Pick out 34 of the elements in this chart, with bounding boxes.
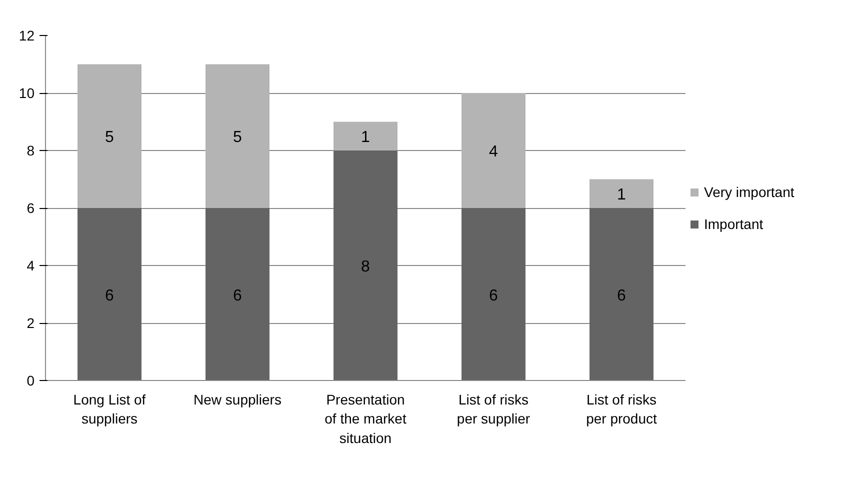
y-tick-label: 10 [18,85,35,101]
data-label: 5 [233,129,242,146]
y-tick-label: 4 [26,258,35,274]
bar [590,208,654,380]
y-tick-label: 2 [26,315,35,331]
data-label: 4 [489,144,498,160]
y-tick-label: 6 [26,200,35,216]
data-label: 6 [617,287,626,304]
bar [462,93,526,208]
legend-label: Very important [704,184,794,200]
data-label: 6 [489,287,498,304]
y-tick-label: 8 [26,142,35,158]
data-label: 1 [617,186,626,204]
bar [334,122,398,150]
data-label: 8 [361,258,370,276]
data-label: 1 [361,129,370,146]
x-tick-label: List of risks per product [586,392,658,427]
y-tick-label: 12 [18,28,35,44]
x-tick-label: New suppliers [194,392,282,408]
bar [78,208,142,380]
x-tick-label: Presentation of the market situation [324,392,406,446]
x-tick-label: Long List of suppliers [73,392,146,427]
data-label: 5 [105,129,114,146]
bar [78,64,142,208]
bar [462,208,526,380]
bar [334,150,398,380]
bar [206,64,270,208]
bar [206,208,270,380]
data-label: 6 [233,287,242,304]
x-tick-label: List of risks per supplier [456,392,530,427]
legend-label: Important [704,216,764,232]
y-tick-label: 0 [26,372,35,388]
data-label: 6 [105,287,114,304]
bar [590,179,654,208]
